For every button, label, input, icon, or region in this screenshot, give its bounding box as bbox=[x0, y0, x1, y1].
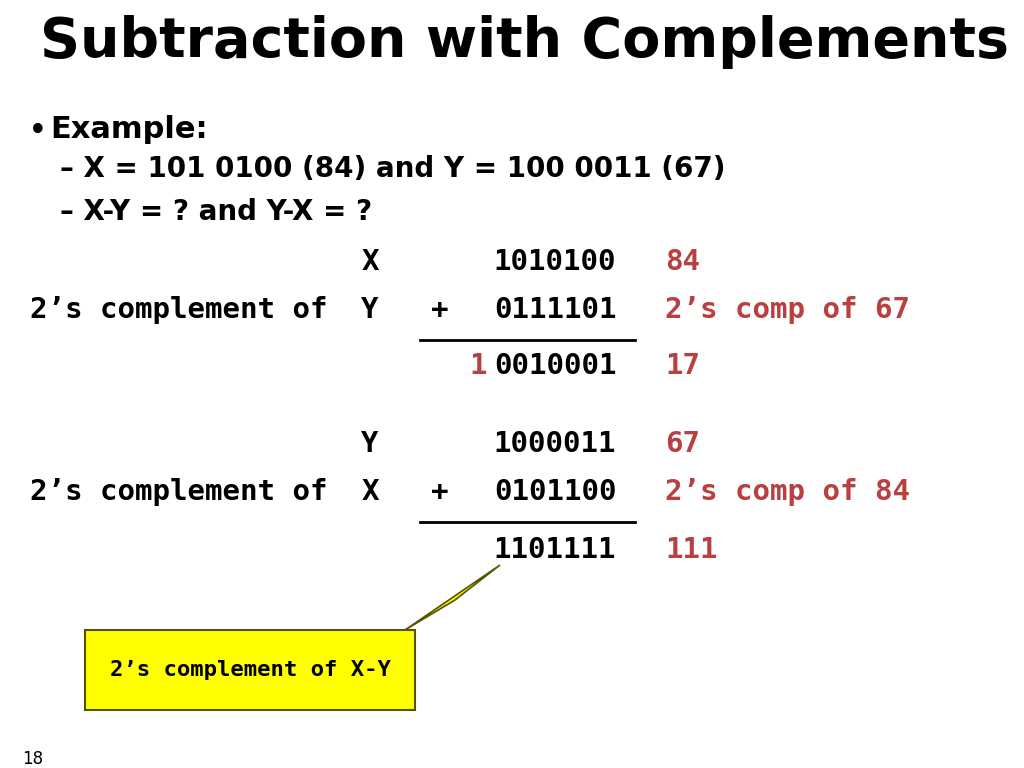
Text: Y: Y bbox=[361, 296, 379, 324]
Text: 18: 18 bbox=[22, 750, 43, 768]
Text: Y: Y bbox=[361, 430, 379, 458]
Text: 1: 1 bbox=[469, 352, 487, 380]
Text: – X = 101 0100 (84) and Y = 100 0011 (67): – X = 101 0100 (84) and Y = 100 0011 (67… bbox=[60, 155, 725, 183]
Text: 2’s complement of: 2’s complement of bbox=[30, 296, 328, 324]
Text: 1101111: 1101111 bbox=[494, 536, 616, 564]
Text: 0111101: 0111101 bbox=[494, 296, 616, 324]
Text: 0101100: 0101100 bbox=[494, 478, 616, 506]
Text: 1010100: 1010100 bbox=[494, 248, 616, 276]
Text: 67: 67 bbox=[665, 430, 700, 458]
Text: 2’s comp of 84: 2’s comp of 84 bbox=[665, 478, 910, 506]
Text: 111: 111 bbox=[665, 536, 718, 564]
Text: 17: 17 bbox=[665, 352, 700, 380]
Polygon shape bbox=[406, 565, 500, 630]
Text: •: • bbox=[28, 115, 48, 148]
Text: Example:: Example: bbox=[50, 115, 208, 144]
Text: 1000011: 1000011 bbox=[494, 430, 616, 458]
Text: +: + bbox=[431, 478, 449, 506]
Text: – X-Y = ? and Y-X = ?: – X-Y = ? and Y-X = ? bbox=[60, 198, 372, 226]
Text: X: X bbox=[361, 478, 379, 506]
Text: 2’s comp of 67: 2’s comp of 67 bbox=[665, 296, 910, 324]
Text: 0010001: 0010001 bbox=[494, 352, 616, 380]
Text: 84: 84 bbox=[665, 248, 700, 276]
Text: Subtraction with Complements 3/4: Subtraction with Complements 3/4 bbox=[40, 15, 1024, 69]
Text: 2’s complement of: 2’s complement of bbox=[30, 478, 328, 506]
Text: X: X bbox=[361, 248, 379, 276]
FancyBboxPatch shape bbox=[85, 630, 415, 710]
Text: 2’s complement of X-Y: 2’s complement of X-Y bbox=[110, 660, 390, 680]
Text: +: + bbox=[431, 296, 449, 324]
